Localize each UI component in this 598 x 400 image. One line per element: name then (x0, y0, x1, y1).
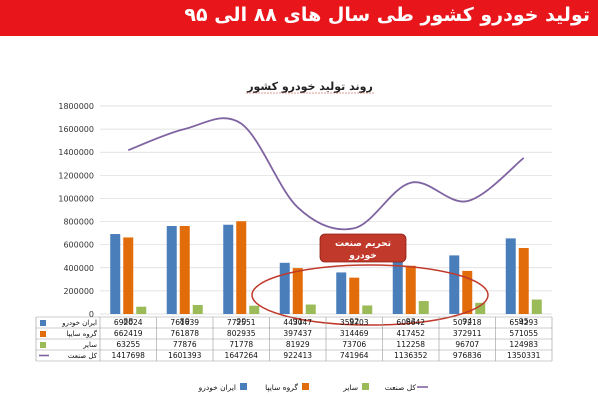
legend-label: گروه سایپا (265, 383, 298, 392)
table-cell: 443047 (283, 318, 312, 327)
bar (392, 243, 403, 314)
y-tick-label: 400000 (63, 264, 94, 273)
sanctions-ellipse (251, 264, 489, 326)
bar (505, 238, 516, 314)
table-cell: 1136352 (394, 351, 428, 360)
table-cell: 73706 (342, 340, 366, 349)
table-cell: 741964 (340, 351, 369, 360)
banner-title: تولید خودرو کشور طی سال های ۸۸ الی ۹۵ (184, 4, 590, 26)
table-cell: 81929 (286, 340, 310, 349)
title-banner: تولید خودرو کشور طی سال های ۸۸ الی ۹۵ (0, 0, 598, 36)
annotation-box (319, 233, 407, 263)
bar (462, 270, 473, 314)
legend-label: کل صنعت (385, 383, 417, 392)
table-cell: 63255 (116, 340, 140, 349)
x-tick-label: 88 (123, 317, 133, 326)
table-cell: 359703 (340, 318, 369, 327)
y-tick-label: 1000000 (58, 194, 94, 203)
bar (475, 302, 486, 314)
y-tick-label: 0 (89, 310, 94, 319)
legend-swatch (362, 383, 369, 390)
table-cell: 654293 (509, 318, 538, 327)
bar (123, 237, 134, 314)
bar (362, 305, 373, 314)
table-cell: 606642 (396, 318, 425, 327)
table-cell: 571055 (509, 329, 538, 338)
bar (518, 248, 529, 314)
x-tick-label: 90 (236, 317, 246, 326)
table-cell: 1601393 (168, 351, 202, 360)
table-row-label: ایران خودرو (61, 319, 97, 327)
legend-key (40, 320, 46, 326)
banner-separator (0, 36, 598, 38)
table-cell: 71778 (229, 340, 253, 349)
bar (136, 306, 147, 314)
table-cell: 761878 (170, 329, 199, 338)
table-cell: 124983 (509, 340, 538, 349)
bar (179, 225, 190, 314)
bar (166, 225, 177, 314)
table-cell: 662419 (114, 329, 143, 338)
table-cell: 1417698 (112, 351, 146, 360)
x-tick-label: 94 (462, 317, 472, 326)
bar (418, 301, 429, 314)
table-cell: 802935 (227, 329, 256, 338)
bar (349, 277, 360, 314)
table-cell: 761639 (170, 318, 199, 327)
y-tick-label: 1200000 (58, 171, 94, 180)
bar (236, 221, 247, 314)
table-row-label: گروه سایپا (66, 329, 97, 338)
table-cell: 77876 (173, 340, 197, 349)
table-row-label: سایر (82, 341, 97, 349)
bar (405, 265, 416, 314)
bar (110, 234, 121, 314)
y-tick-label: 600000 (63, 241, 94, 250)
bar (336, 272, 347, 314)
table-cell: 922413 (283, 351, 312, 360)
chart-title: روند تولید خودرو کشور (246, 80, 373, 93)
bar (279, 262, 290, 314)
x-tick-label: 95 (519, 317, 529, 326)
legend-key (40, 342, 46, 348)
table-cell: 314469 (340, 329, 369, 338)
table-cell: 1350331 (507, 351, 541, 360)
x-tick-label: 89 (180, 317, 190, 326)
bar (292, 268, 303, 314)
table-cell: 976836 (453, 351, 482, 360)
x-tick-label: 93 (406, 317, 416, 326)
table-cell: 372911 (453, 329, 482, 338)
y-tick-label: 1800000 (58, 102, 94, 111)
bar (223, 224, 234, 314)
table-cell: 417452 (396, 329, 425, 338)
legend-key (40, 331, 46, 337)
bar (531, 299, 542, 314)
table-cell: 397437 (283, 329, 312, 338)
annotation-label: تحریم صنعت (335, 239, 391, 249)
legend-label: ایران خودرو (198, 383, 236, 392)
total-industry-line (127, 117, 525, 231)
y-tick-label: 1600000 (58, 125, 94, 134)
legend-swatch (302, 383, 309, 390)
y-tick-label: 1400000 (58, 148, 94, 157)
bar (249, 305, 260, 314)
bar (449, 255, 460, 314)
annotation-label: خودرو (348, 251, 377, 261)
y-tick-label: 800000 (63, 218, 94, 227)
table-cell: 1647264 (225, 351, 259, 360)
legend-label: سایر (342, 383, 358, 392)
table-row-label: کل صنعت (68, 352, 98, 360)
table-cell: 96707 (455, 340, 479, 349)
table-cell: 692024 (114, 318, 143, 327)
legend-swatch (240, 383, 247, 390)
y-tick-label: 200000 (63, 287, 94, 296)
bar (305, 304, 316, 314)
x-tick-label: 91 (293, 317, 303, 326)
x-tick-label: 92 (349, 317, 359, 326)
table-cell: 112258 (396, 340, 425, 349)
bar (192, 305, 203, 314)
table-cell: 507218 (453, 318, 482, 327)
table-cell: 772551 (227, 318, 256, 327)
